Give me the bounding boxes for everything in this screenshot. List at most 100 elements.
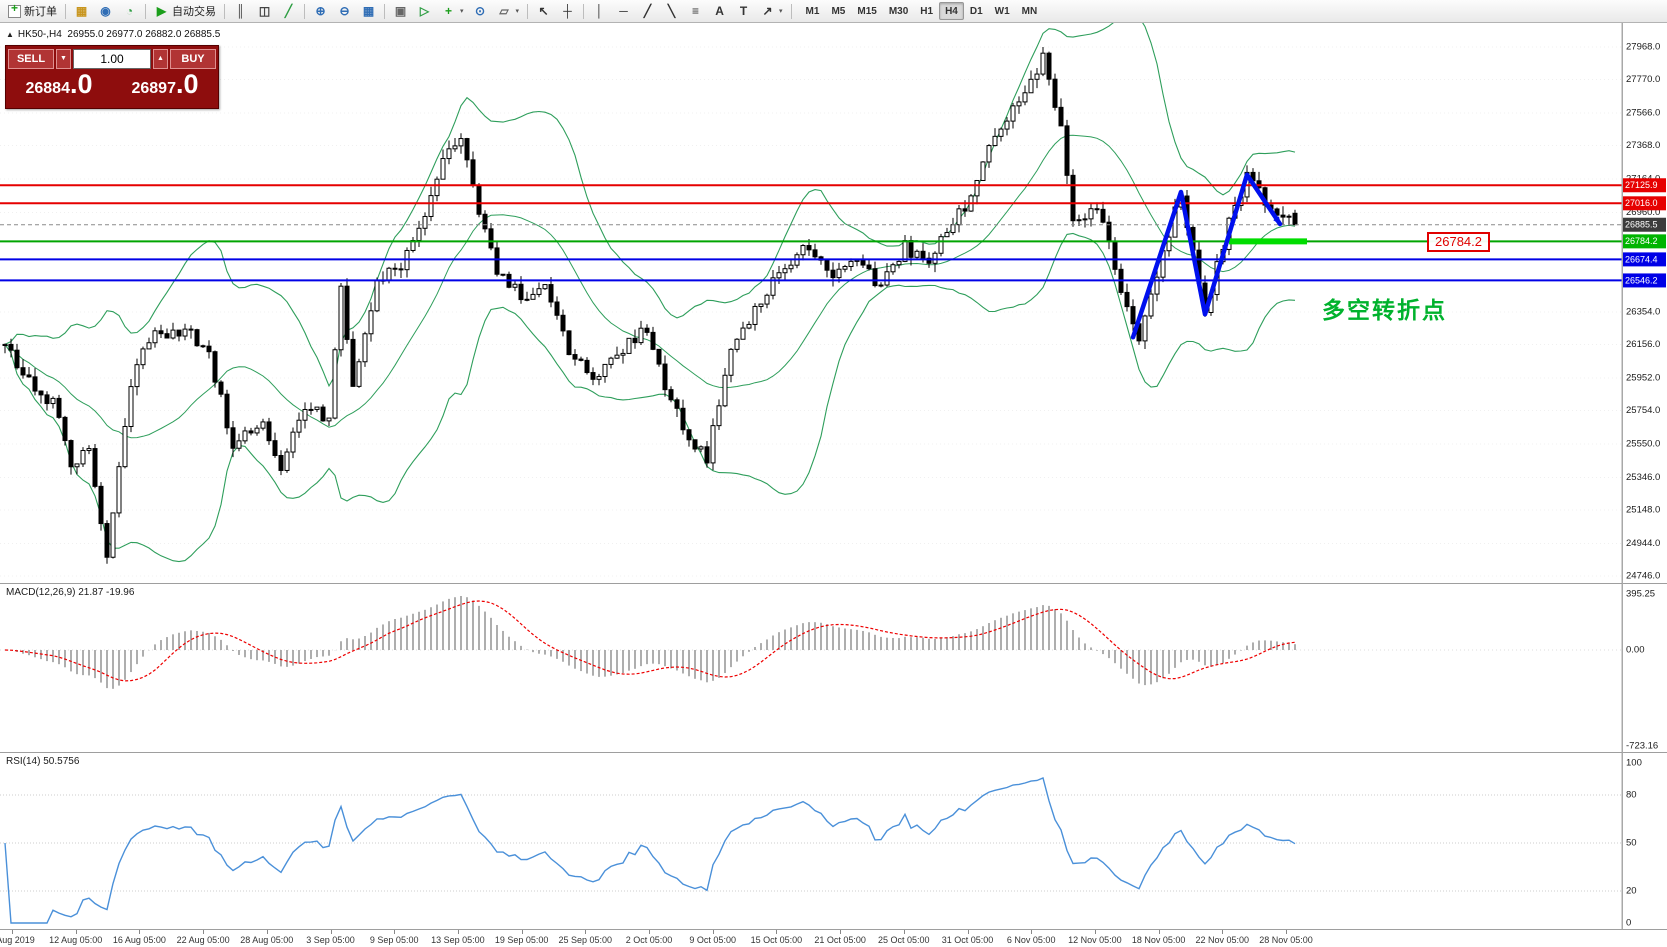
time-tick-label: 2 Oct 05:00 [625, 935, 673, 945]
macd-scale[interactable]: 395.25 0.00 -723.16 [1626, 589, 1658, 752]
rsi-scale[interactable]: 100 80 50 20 0 [1626, 758, 1642, 929]
macd-panel-canvas[interactable]: 395.25 0.00 -723.16 [0, 583, 1667, 752]
svg-text:25952.0: 25952.0 [1626, 373, 1660, 384]
text-icon[interactable]: A [708, 1, 731, 21]
svg-text:0.00: 0.00 [1626, 645, 1645, 656]
refresh-icon[interactable]: ◔ [118, 1, 141, 21]
toolbar-separator [527, 3, 529, 19]
time-tick [903, 930, 905, 934]
navigator-icon[interactable]: ⊙ [469, 1, 492, 21]
crosshair-icon[interactable]: ┼ [556, 1, 579, 21]
label-icon: T [739, 4, 748, 18]
chart-window-icon[interactable]: ▦ [70, 1, 93, 21]
time-tick [967, 930, 969, 934]
volume-input[interactable]: 1.00 [73, 48, 151, 69]
vertical-line-icon[interactable]: │ [588, 1, 611, 21]
zoom-out-icon: ⊖ [339, 4, 350, 18]
toolbar-separator [224, 3, 225, 19]
bars-chart-icon[interactable]: ║ [229, 1, 252, 21]
dropdown-caret-icon: ▾ [779, 8, 783, 15]
time-tick [1031, 930, 1033, 934]
main-chart-canvas[interactable]: 27968.027770.027566.027368.027164.026960… [0, 23, 1667, 583]
horizontal-level-lines[interactable] [0, 184, 1622, 282]
sell-button[interactable]: SELL [8, 48, 54, 69]
trendline-icon: ╱ [643, 4, 652, 18]
macd-indicator-label: MACD(12,26,9) 21.87 -19.96 [6, 587, 135, 598]
svg-text:26354.0: 26354.0 [1626, 307, 1660, 318]
chart-shift-icon[interactable]: ▷ [413, 1, 436, 21]
new-chart-icon[interactable]: ▣ [389, 1, 412, 21]
time-tick [1286, 930, 1287, 934]
label-icon[interactable]: T [732, 1, 755, 21]
toolbar-separator [384, 3, 385, 19]
svg-text:50: 50 [1626, 838, 1637, 849]
price-callout-label[interactable]: 26784.2 [1427, 232, 1490, 252]
indicators-icon[interactable]: + ▾ [437, 1, 468, 21]
time-tick-label: 25 Sep 05:00 [558, 935, 613, 945]
timeframe-h4[interactable]: H4 [939, 2, 964, 20]
text-icon: A [715, 4, 724, 18]
symbol-ohlc-text: HK50-,H4 26955.0 26977.0 26882.0 26885.5 [17, 29, 221, 40]
volume-increase-button[interactable]: ▲ [153, 48, 168, 69]
svg-text:27770.0: 27770.0 [1626, 74, 1660, 85]
fibonacci-icon: ≡ [692, 4, 700, 18]
indicators-icon: + [444, 4, 452, 18]
crosshair-icon: ┼ [563, 4, 572, 18]
volume-decrease-button[interactable]: ▼ [56, 48, 71, 69]
price-scale[interactable]: 27968.027770.027566.027368.027164.026960… [1623, 42, 1666, 582]
timeframe-mn[interactable]: MN [1016, 2, 1044, 20]
time-scale[interactable]: 6 Aug 2019 12 Aug 05:00 16 Aug 05:00 22 Aug… [0, 929, 1667, 947]
buy-price-main: 26897 [131, 80, 176, 97]
zigzag-trendline[interactable] [1130, 172, 1283, 340]
time-tick [457, 930, 459, 934]
horizontal-line-icon[interactable]: ─ [612, 1, 635, 21]
one-click-top-row: SELL ▼ 1.00 ▲ BUY [6, 46, 218, 71]
oneclick-collapse-icon[interactable]: ▲ [6, 30, 14, 39]
chart-annotation-text[interactable]: 多空转折点 [1322, 297, 1447, 323]
candlestick-chart-icon[interactable]: ◫ [253, 1, 276, 21]
time-tick [1094, 930, 1096, 934]
tile-windows-icon[interactable]: ▦ [357, 1, 380, 21]
rsi-panel-canvas[interactable]: 100 80 50 20 0 [0, 752, 1667, 929]
candlestick-chart-icon: ◫ [258, 4, 271, 18]
svg-text:25148.0: 25148.0 [1626, 505, 1660, 516]
screenshot-icon[interactable]: ▱ ▾ [493, 1, 524, 21]
timeframe-m15[interactable]: M15 [851, 2, 882, 20]
zoom-out-icon[interactable]: ⊖ [333, 1, 356, 21]
channel-icon: ╲ [667, 4, 676, 18]
autotrading-button[interactable]: ▶ 自动交易 [150, 1, 220, 21]
timeframe-m1[interactable]: M1 [800, 2, 826, 20]
timeframe-d1[interactable]: D1 [964, 2, 989, 20]
time-tick-label: 25 Oct 05:00 [878, 935, 930, 945]
screenshot-icon: ▱ [499, 4, 509, 18]
chart-window-icon: ▦ [75, 4, 88, 18]
time-tick [712, 930, 714, 934]
cursor-icon[interactable]: ↖ [532, 1, 555, 21]
line-chart-icon: ╱ [284, 4, 293, 18]
timeframe-m5[interactable]: M5 [825, 2, 851, 20]
time-tick-label: 6 Nov 05:00 [1006, 935, 1056, 945]
timeframe-w1[interactable]: W1 [989, 2, 1016, 20]
channel-icon[interactable]: ╲ [660, 1, 683, 21]
rsi-line [4, 777, 1296, 924]
arrows-icon[interactable]: ↗ ▾ [756, 1, 787, 21]
symbol-ohlc-line: ▲ HK50-,H4 26955.0 26977.0 26882.0 26885… [6, 29, 220, 40]
bollinger-bands [4, 23, 1296, 563]
buy-button[interactable]: BUY [170, 48, 216, 69]
profile-icon[interactable]: ◉ [94, 1, 117, 21]
sell-price-main: 26884 [25, 80, 70, 97]
fibonacci-icon[interactable]: ≡ [684, 1, 707, 21]
trendline-icon[interactable]: ╱ [636, 1, 659, 21]
zoom-in-icon[interactable]: ⊕ [309, 1, 332, 21]
svg-text:395.25: 395.25 [1626, 589, 1655, 600]
buy-price[interactable]: 26897.0 [112, 71, 218, 108]
sell-price[interactable]: 26884.0 [6, 71, 112, 108]
svg-text:27566.0: 27566.0 [1626, 108, 1660, 119]
refresh-icon: ◔ [125, 4, 134, 18]
timeframe-m30[interactable]: M30 [883, 2, 914, 20]
line-chart-icon[interactable]: ╱ [277, 1, 300, 21]
time-tick-label: 6 Aug 2019 [0, 935, 35, 945]
profile-icon: ◉ [100, 4, 111, 18]
timeframe-h1[interactable]: H1 [914, 2, 939, 20]
new-order-button[interactable]: 新订单 [4, 1, 61, 21]
